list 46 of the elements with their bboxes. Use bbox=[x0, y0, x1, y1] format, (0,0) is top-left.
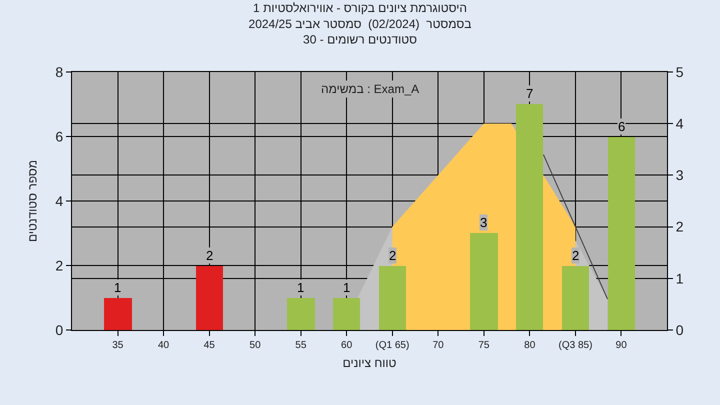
x-tick-label: 40 bbox=[158, 340, 170, 351]
x-tick-label: 60 bbox=[341, 340, 353, 351]
y2-tick-label: 1 bbox=[676, 270, 684, 286]
y-tick-label: 8 bbox=[55, 64, 64, 80]
y2-tick-label: 2 bbox=[676, 218, 684, 235]
y-tick-label: 2 bbox=[55, 257, 64, 274]
y-tick-label: 0 bbox=[55, 322, 64, 338]
x-tick-label: 75 bbox=[478, 340, 490, 351]
bar bbox=[608, 137, 635, 330]
bar bbox=[333, 298, 360, 330]
x-axis-title: טווח ציונים bbox=[342, 356, 397, 370]
x-tick-label: 35 bbox=[112, 340, 124, 351]
bar bbox=[470, 233, 498, 330]
x-tick-label: 45 bbox=[204, 340, 216, 351]
data-label: 6 bbox=[618, 119, 626, 134]
data-label: 7 bbox=[526, 86, 534, 101]
x-tick-label: 90 bbox=[616, 340, 628, 351]
data-label: 2 bbox=[206, 248, 214, 263]
data-label: 2 bbox=[572, 248, 580, 263]
data-label: 1 bbox=[343, 280, 350, 295]
x-tick-label: 70 bbox=[432, 340, 444, 351]
bar bbox=[104, 298, 132, 330]
bar bbox=[379, 266, 406, 330]
y2-tick-label: 0 bbox=[676, 322, 684, 338]
bar bbox=[196, 266, 223, 330]
y2-tick-label: 4 bbox=[676, 116, 684, 132]
x-tick-label: (Q1 65) bbox=[375, 340, 410, 351]
x-tick-label: (Q3 85) bbox=[558, 340, 592, 351]
bar bbox=[287, 298, 315, 330]
x-tick-label: 50 bbox=[250, 340, 262, 351]
x-tick-label: 55 bbox=[295, 340, 307, 351]
y2-tick-label: 3 bbox=[676, 167, 684, 184]
y-tick-label: 6 bbox=[55, 128, 64, 144]
bar bbox=[562, 266, 589, 330]
y2-tick-label: 5 bbox=[676, 64, 684, 80]
bar bbox=[516, 104, 543, 330]
x-tick-label: 80 bbox=[524, 340, 536, 351]
data-label: 1 bbox=[297, 280, 304, 295]
annotation: במשימה : Exam_A bbox=[321, 82, 420, 96]
data-label: 2 bbox=[389, 248, 396, 263]
data-label: 1 bbox=[114, 280, 122, 295]
chart-subtitle: בסמסטר (02/2024) סמסטר אביב 2024/25 סטודנטים רשומים - 30 bbox=[248, 16, 472, 46]
chart-title: היסטוגרמת ציונים בקורס - אווירואלסטיות 1 bbox=[253, 1, 467, 16]
data-label: 3 bbox=[480, 215, 488, 230]
y-tick-label: 4 bbox=[55, 192, 64, 209]
y-axis-title: מספר סטודנטים bbox=[26, 160, 40, 242]
